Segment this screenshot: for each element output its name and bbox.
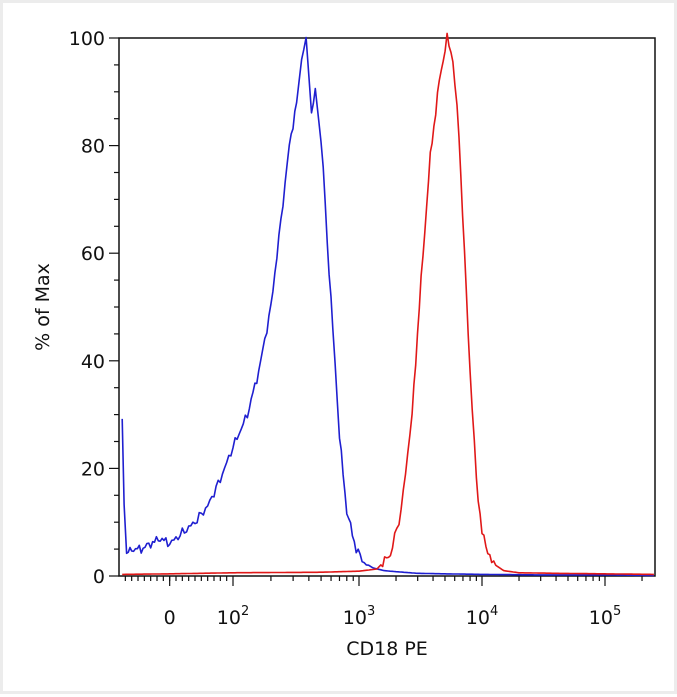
- x-axis: 0 102 103 104 105: [124, 576, 643, 629]
- series-layer: [121, 32, 654, 577]
- plot-area: [118, 37, 656, 577]
- y-tick-label: 80: [81, 136, 105, 158]
- y-tick-label: 20: [81, 458, 105, 480]
- x-tick-label: 104: [466, 604, 498, 629]
- y-tick-label: 0: [93, 566, 105, 588]
- x-tick-label: 103: [343, 604, 375, 629]
- histogram-chart: 0 20 40 60 80 100 0 102 103 104 105 % of Max CD18…: [32, 28, 656, 660]
- y-tick-label: 40: [81, 351, 105, 373]
- y-tick-label: 60: [81, 243, 105, 265]
- series-line-red: [122, 32, 654, 576]
- series-line-blue: [121, 36, 654, 577]
- y-axis: 0 20 40 60 80 100: [69, 28, 119, 588]
- x-axis-title: CD18 PE: [346, 638, 428, 660]
- x-tick-label: 105: [589, 604, 621, 629]
- x-tick-label: 0: [164, 607, 176, 629]
- y-tick-label: 100: [69, 28, 105, 50]
- x-tick-label: 102: [217, 604, 249, 629]
- y-axis-title: % of Max: [32, 263, 54, 351]
